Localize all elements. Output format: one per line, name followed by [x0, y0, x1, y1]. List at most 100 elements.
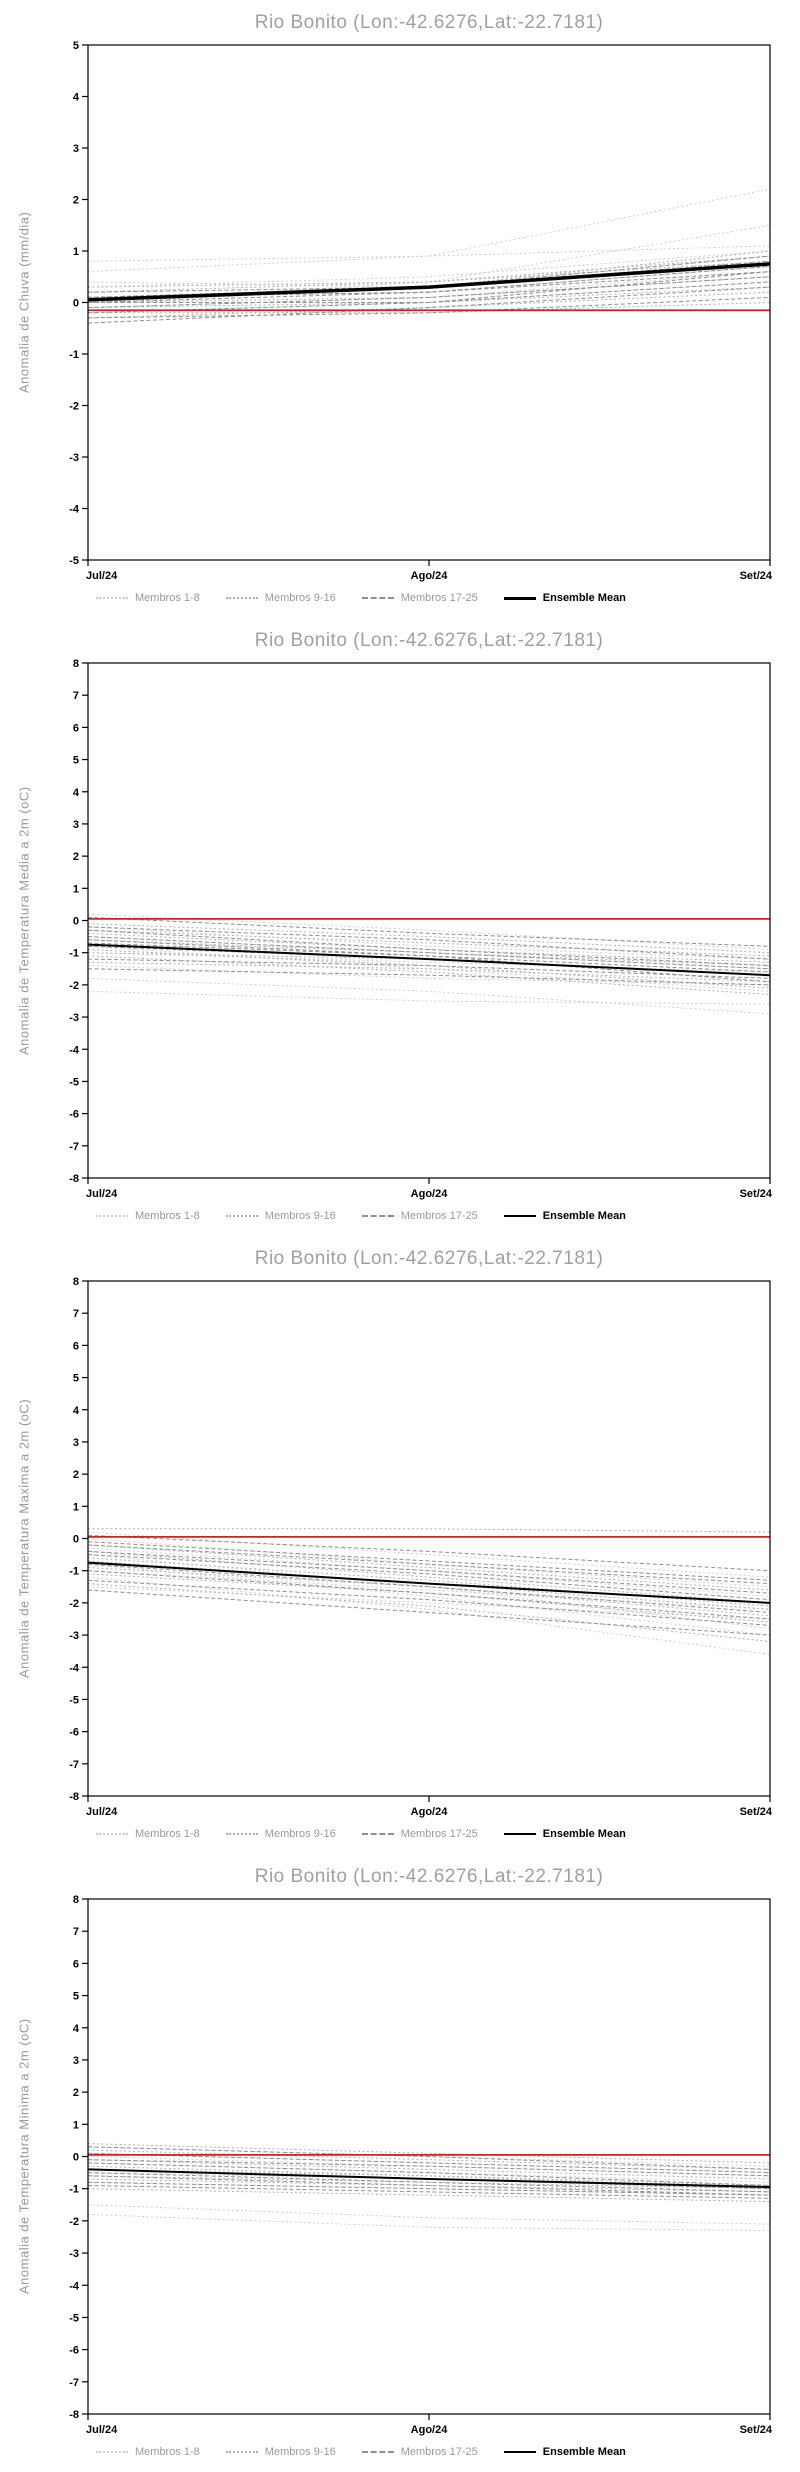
y-tick-label: -6 [69, 2345, 79, 2357]
member-line [87, 2204, 771, 2225]
y-tick-label: 4 [73, 1405, 80, 1417]
member-line [87, 260, 771, 288]
member-line [87, 939, 771, 967]
x-tick-label: Ago/24 [411, 2424, 449, 2436]
legend-label: Membros 17-25 [400, 1210, 478, 1222]
legend-label: Membros 9-16 [264, 592, 336, 604]
member-line [87, 1557, 771, 1607]
y-tick-label: 8 [73, 1894, 79, 1906]
chart-title: Rio Bonito (Lon:-42.6276,Lat:-22.7181) [254, 12, 604, 33]
member-line [87, 2213, 771, 2231]
legend-line-sample [96, 597, 128, 599]
y-tick-label: 2 [73, 851, 79, 863]
x-tick-label: Ago/24 [411, 1806, 449, 1818]
y-tick-label: -7 [69, 2377, 79, 2389]
member-line [87, 2185, 771, 2199]
legend-item-members: Membros 17-25 [361, 2446, 478, 2458]
y-tick-label: 1 [73, 246, 79, 258]
y-tick-label: 4 [73, 787, 80, 799]
member-line [87, 1560, 771, 1610]
member-line [87, 932, 771, 963]
legend-line-sample [225, 597, 258, 599]
legend-line-sample [503, 596, 536, 600]
legend-line-sample [361, 1833, 394, 1835]
member-line [87, 929, 771, 967]
member-line [87, 926, 771, 960]
ensemble-mean-line [87, 1561, 771, 1604]
x-tick-label: Jul/24 [86, 1188, 118, 1200]
y-tick-label: 3 [73, 1437, 79, 1449]
y-tick-label: -5 [69, 1076, 79, 1088]
legend-label: Membros 1-8 [135, 1210, 200, 1222]
member-line [87, 936, 771, 970]
y-tick-label: -1 [69, 349, 79, 361]
x-tick-label: Set/24 [740, 1188, 773, 1200]
member-line [87, 276, 771, 309]
y-tick-label: -2 [69, 980, 79, 992]
legend-line-sample [225, 1215, 258, 1217]
y-tick-label: -6 [69, 1109, 79, 1121]
member-line [87, 2178, 771, 2193]
y-tick-label: 1 [73, 1501, 79, 1513]
member-line [87, 2159, 771, 2180]
x-tick-label: Ago/24 [411, 1188, 449, 1200]
legend-line-sample [225, 1833, 258, 1835]
member-line [87, 965, 771, 986]
precipitation-anomaly-plot: -5 -4 -3 -2 -1 0 1 2 3 4 5 Jul/24 Ago/24 Set/24 [69, 40, 773, 582]
y-tick-label: -8 [69, 1791, 79, 1803]
legend-item-ensemble-mean: Ensemble Mean [503, 2446, 626, 2458]
member-line [87, 939, 771, 983]
chart-title: Rio Bonito (Lon:-42.6276,Lat:-22.7181) [254, 1866, 604, 1887]
y-tick-label: -8 [69, 1173, 79, 1185]
y-tick-label: 0 [73, 298, 79, 310]
member-line [87, 1550, 771, 1594]
member-line [87, 2146, 771, 2170]
legend-item-members: Membros 1-8 [96, 1828, 200, 1840]
member-line [87, 952, 771, 973]
legend-item-members: Membros 1-8 [96, 2446, 200, 2458]
legend-line-sample [361, 597, 394, 599]
chart-section-precipitation: Rio Bonito (Lon:-42.6276,Lat:-22.7181) A… [0, 0, 800, 618]
max-temperature-anomaly-plot: -8 -7 -6 -5 -4 -3 -2 -1 0 1 2 3 4 5 6 7 8 Jul/24 Ago/24 Set… [69, 1276, 773, 1818]
legend-line-sample [361, 1215, 394, 1217]
legend-label: Membros 1-8 [135, 2446, 200, 2458]
member-line [87, 1576, 771, 1655]
member-line [88, 302, 771, 314]
chart-title: Rio Bonito (Lon:-42.6276,Lat:-22.7181) [254, 1248, 604, 1269]
y-tick-label: 1 [73, 2119, 79, 2131]
member-line [87, 945, 771, 992]
legend-label: Membros 1-8 [135, 1828, 200, 1840]
member-line [87, 291, 771, 319]
member-line [87, 260, 771, 288]
member-line [88, 1528, 771, 1533]
legend-label: Membros 17-25 [400, 1828, 478, 1840]
legend-item-members: Membros 17-25 [361, 592, 478, 604]
member-line [87, 961, 771, 983]
plot-border [87, 1280, 771, 1797]
legend-line-sample [96, 1833, 128, 1835]
member-line [87, 286, 771, 309]
legend-item-members: Membros 1-8 [96, 592, 200, 604]
member-line [87, 968, 771, 986]
legend-item-members: Membros 9-16 [225, 1828, 336, 1840]
member-line [87, 1563, 771, 1613]
legend-label: Membros 9-16 [264, 1828, 336, 1840]
legend-label: Ensemble Mean [542, 592, 626, 604]
y-tick-label: 7 [73, 1308, 79, 1320]
member-line [87, 1534, 771, 1572]
chart-legend: Membros 1-8 Membros 9-16 Membros 17-25 Ense… [96, 592, 776, 604]
y-tick-label: -5 [69, 555, 79, 567]
member-line [87, 1579, 771, 1626]
member-line [87, 949, 771, 989]
member-line [87, 2143, 771, 2164]
member-line [87, 990, 771, 1005]
legend-line-sample [503, 2451, 536, 2453]
legend-item-members: Membros 1-8 [96, 1210, 200, 1222]
y-tick-label: -2 [69, 1598, 79, 1610]
y-tick-label: 0 [73, 1534, 79, 1546]
member-line [87, 1567, 771, 1617]
ensemble-mean-line [87, 262, 771, 302]
x-tick-label: Jul/24 [86, 2424, 118, 2436]
legend-item-ensemble-mean: Ensemble Mean [503, 1210, 626, 1222]
